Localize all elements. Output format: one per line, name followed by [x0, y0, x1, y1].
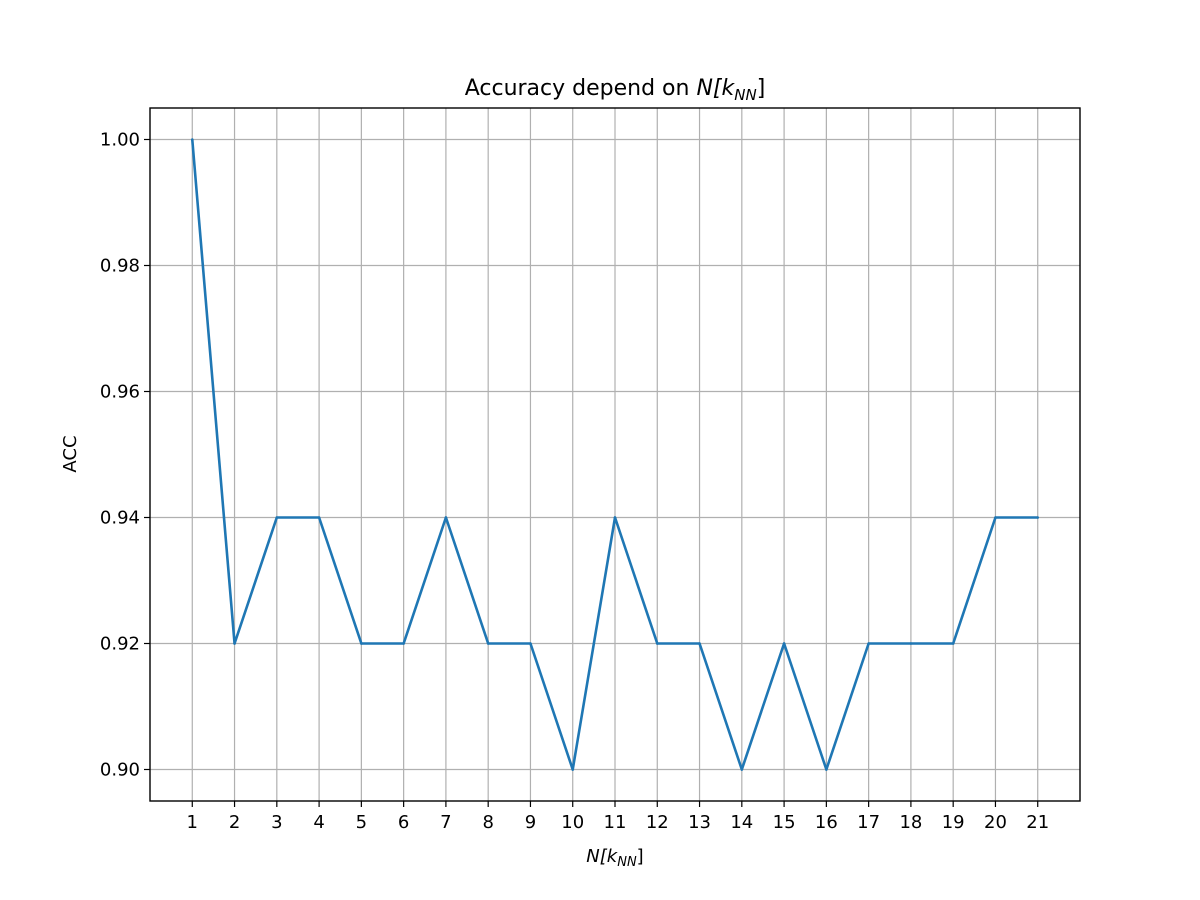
data-point [444, 516, 448, 519]
data-point [909, 642, 913, 645]
x-tick-label: 12 [646, 812, 669, 833]
data-point [740, 768, 744, 771]
x-tick-label: 17 [857, 812, 880, 833]
data-point [190, 138, 194, 141]
y-tick-label: 0.92 [100, 634, 140, 655]
x-tick-label: 20 [984, 812, 1007, 833]
data-point [317, 516, 321, 519]
data-point [782, 642, 786, 645]
y-tick-label: 0.98 [100, 256, 140, 277]
x-tick-label: 21 [1026, 812, 1049, 833]
y-tick-label: 0.90 [100, 760, 140, 781]
x-tick-label: 8 [482, 812, 493, 833]
data-point [613, 516, 617, 519]
data-point [275, 516, 279, 519]
y-tick-label: 0.96 [100, 382, 140, 403]
x-axis-label-math-base: N[k [586, 846, 618, 867]
x-tick-label: 1 [187, 812, 198, 833]
data-point [571, 768, 575, 771]
x-tick-label: 5 [356, 812, 367, 833]
x-tick-label: 18 [899, 812, 922, 833]
chart-title-text: Accuracy depend on [465, 76, 697, 101]
y-axis-ticks: 0.90 0.92 0.94 0.96 0.98 1.00 [100, 130, 150, 781]
data-point [825, 768, 828, 771]
x-tick-label: 10 [561, 812, 584, 833]
data-point [402, 642, 405, 645]
x-axis-label-math-close: ] [637, 846, 644, 867]
x-tick-label: 4 [313, 812, 324, 833]
x-tick-label: 13 [688, 812, 711, 833]
data-point [529, 642, 532, 645]
chart-title-math-close: ] [757, 76, 766, 101]
data-point [951, 642, 955, 645]
data-point [698, 642, 701, 645]
x-tick-label: 6 [398, 812, 409, 833]
y-axis-label: ACC [60, 435, 81, 472]
x-tick-label: 16 [815, 812, 838, 833]
y-tick-label: 0.94 [100, 508, 140, 529]
data-point [1036, 516, 1040, 519]
chart-title: Accuracy depend on N[kNN] [465, 76, 766, 104]
grid-lines [150, 108, 1080, 801]
data-point [867, 642, 870, 645]
x-tick-label: 11 [604, 812, 627, 833]
x-tick-label: 19 [942, 812, 965, 833]
x-axis-ticks: 1 2 3 4 5 6 7 8 9 10 11 12 13 14 15 16 17 18 19 20 21 [187, 801, 1049, 833]
x-tick-label: 9 [525, 812, 536, 833]
x-tick-label: 7 [440, 812, 451, 833]
data-point [233, 642, 236, 645]
plot-frame [149, 107, 1081, 802]
x-tick-label: 14 [730, 812, 753, 833]
data-point [655, 642, 659, 645]
x-axis-label-math-sub: NN [617, 855, 637, 870]
data-point [486, 642, 490, 645]
data-point [360, 642, 363, 645]
chart-title-math-sub: NN [734, 86, 756, 104]
chart-title-math-base: N[k [696, 76, 735, 101]
x-tick-label: 15 [773, 812, 796, 833]
x-tick-label: 3 [271, 812, 282, 833]
x-axis-label: N[kNN] [586, 846, 643, 870]
x-tick-label: 2 [229, 812, 240, 833]
y-tick-label: 1.00 [100, 130, 140, 151]
data-point [994, 516, 997, 519]
series-layer [190, 138, 1040, 771]
